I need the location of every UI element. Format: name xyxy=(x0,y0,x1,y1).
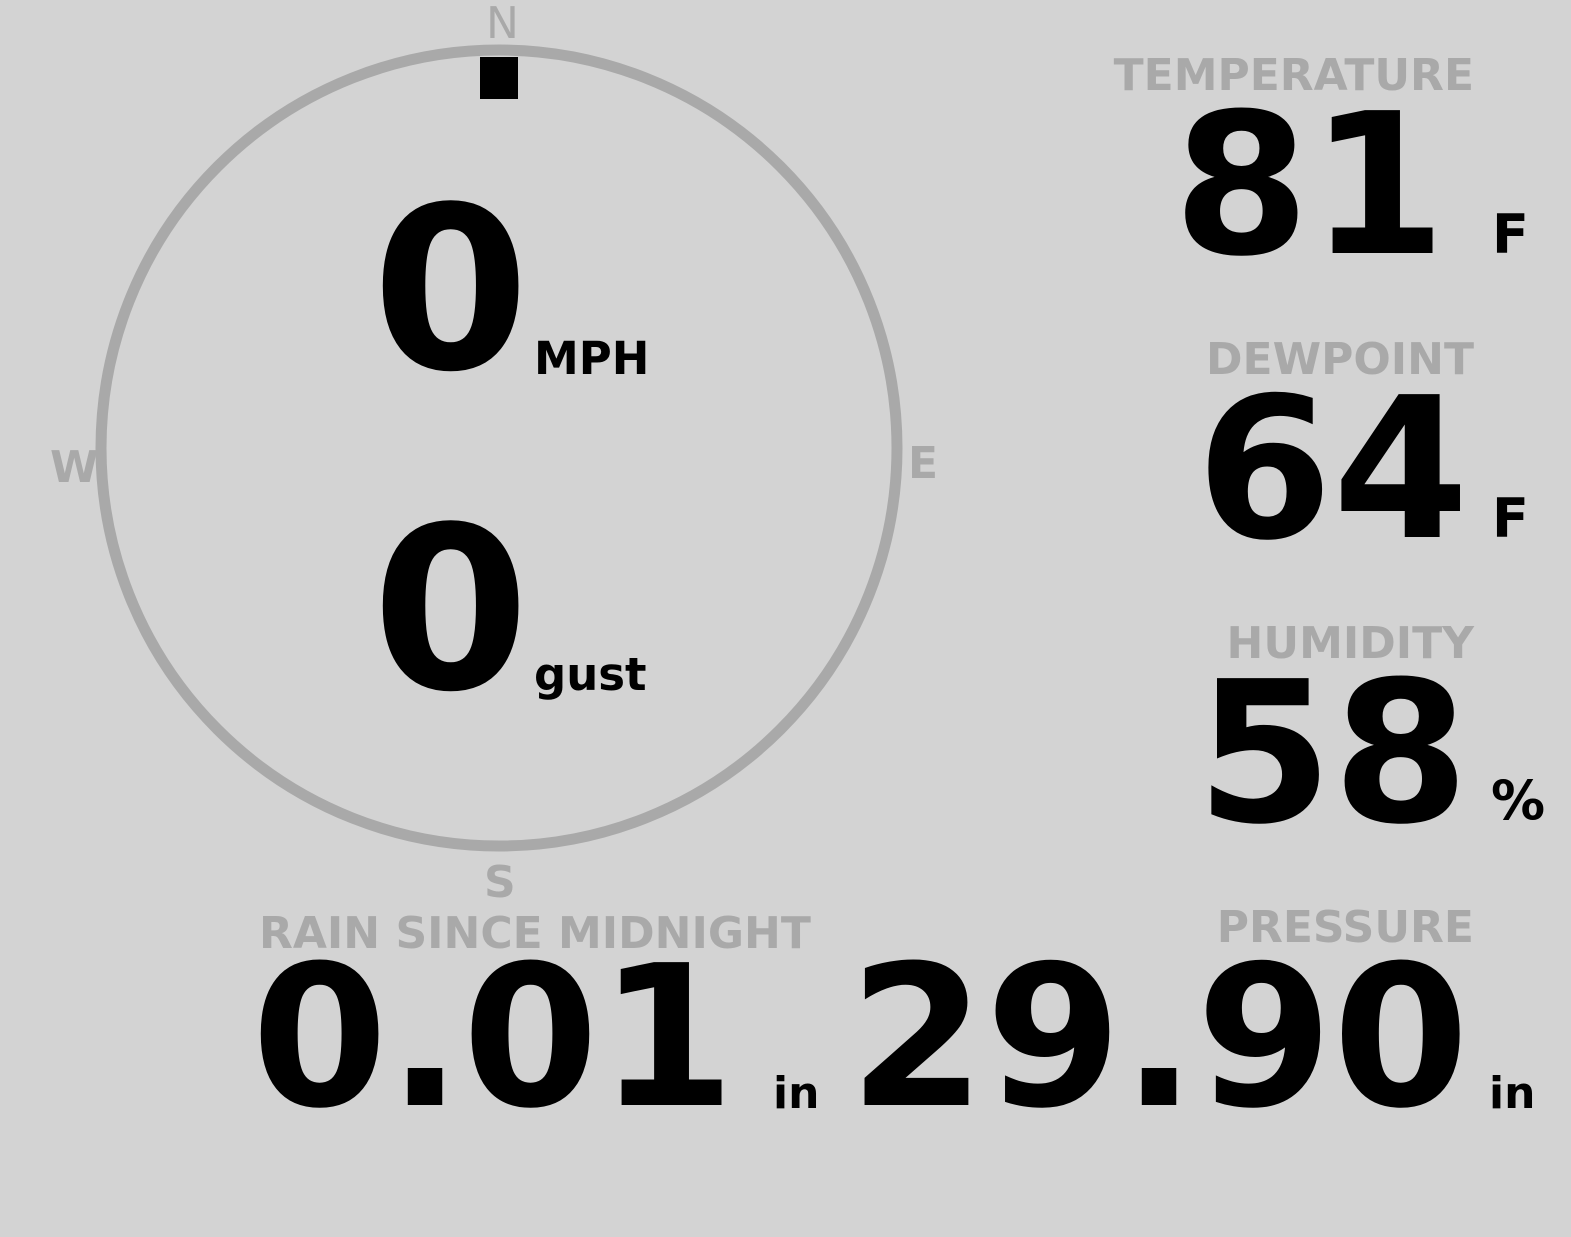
dewpoint-label: DEWPOINT xyxy=(1206,334,1474,385)
wind-direction-indicator xyxy=(480,57,518,99)
rain-value: 0.01 xyxy=(251,924,735,1152)
rain-unit: in xyxy=(773,1068,820,1119)
dewpoint-unit: F xyxy=(1492,487,1529,550)
temperature-unit: F xyxy=(1492,203,1529,266)
humidity-value: 58 xyxy=(1196,640,1469,868)
compass-west-label: W xyxy=(50,442,99,493)
compass-east-label: E xyxy=(908,438,939,489)
temperature-value: 81 xyxy=(1173,72,1446,300)
pressure-label: PRESSURE xyxy=(1216,902,1474,953)
wind-gust-unit: gust xyxy=(534,648,647,701)
wind-compass xyxy=(95,44,903,852)
pressure-value: 29.90 xyxy=(849,924,1469,1152)
rain-label: RAIN SINCE MIDNIGHT xyxy=(259,908,811,959)
dewpoint-value: 64 xyxy=(1196,356,1469,584)
compass-north-label: N xyxy=(486,0,519,49)
humidity-label: HUMIDITY xyxy=(1226,618,1474,669)
pressure-unit: in xyxy=(1489,1068,1536,1119)
compass-south-label: S xyxy=(484,857,516,908)
wind-gust-value: 0 xyxy=(372,479,530,742)
wind-speed-unit: MPH xyxy=(534,332,650,385)
temperature-label: TEMPERATURE xyxy=(1113,50,1474,101)
wind-speed-value: 0 xyxy=(372,159,530,422)
compass-ring xyxy=(95,44,903,852)
humidity-unit: % xyxy=(1491,769,1546,832)
